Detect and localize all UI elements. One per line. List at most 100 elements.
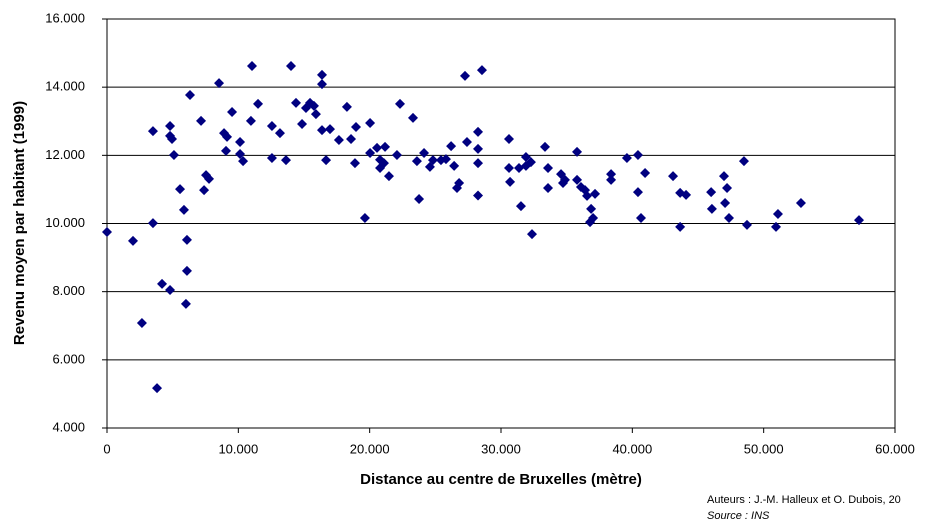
point xyxy=(325,124,336,135)
x-axis-title: Distance au centre de Bruxelles (mètre) xyxy=(360,471,642,488)
point xyxy=(505,176,516,187)
x-tick-label: 40.000 xyxy=(612,441,652,456)
point xyxy=(333,134,344,145)
point xyxy=(473,158,484,169)
point xyxy=(675,221,686,232)
point xyxy=(316,79,327,90)
y-tick-label: 8.000 xyxy=(52,283,85,298)
y-tick-label: 6.000 xyxy=(52,351,85,366)
point xyxy=(266,121,277,132)
x-tick-label: 20.000 xyxy=(350,441,390,456)
point xyxy=(185,90,196,101)
point xyxy=(543,183,554,194)
point xyxy=(723,213,734,224)
point xyxy=(854,215,865,226)
point xyxy=(245,115,256,126)
point xyxy=(214,78,225,89)
point xyxy=(446,141,457,152)
point xyxy=(460,70,471,81)
point xyxy=(316,69,327,80)
point xyxy=(365,147,376,158)
point xyxy=(706,203,717,214)
y-axis-title: Revenu moyen par habitant (1999) xyxy=(11,101,28,345)
point xyxy=(178,204,189,215)
point xyxy=(621,153,632,164)
point xyxy=(204,173,215,184)
point xyxy=(351,122,362,133)
point xyxy=(365,117,376,128)
point xyxy=(668,171,679,182)
point xyxy=(157,278,168,289)
point xyxy=(285,61,296,72)
point xyxy=(473,190,484,201)
x-tick-label: 10.000 xyxy=(218,441,258,456)
point xyxy=(227,107,238,118)
point xyxy=(454,177,465,188)
point xyxy=(473,126,484,137)
point xyxy=(525,157,536,168)
point xyxy=(281,155,292,166)
source-note: Source : INS xyxy=(707,510,770,522)
point xyxy=(246,61,257,72)
point xyxy=(504,133,515,144)
point xyxy=(632,149,643,160)
point xyxy=(136,318,147,329)
point xyxy=(321,155,332,166)
point xyxy=(606,169,617,180)
y-tick-label: 16.000 xyxy=(45,10,85,25)
point xyxy=(165,284,176,295)
point xyxy=(180,298,191,309)
point xyxy=(181,265,192,276)
point xyxy=(539,141,550,152)
point xyxy=(310,109,321,120)
point xyxy=(222,131,233,142)
y-tick-label: 10.000 xyxy=(45,215,85,230)
point xyxy=(419,147,430,158)
point xyxy=(199,185,210,196)
point xyxy=(449,160,460,171)
point xyxy=(346,133,357,144)
point xyxy=(720,198,731,209)
point xyxy=(476,65,487,76)
point xyxy=(408,112,419,123)
point xyxy=(102,227,112,238)
point xyxy=(152,383,163,394)
point xyxy=(719,171,730,182)
point xyxy=(165,121,176,132)
point xyxy=(391,149,402,160)
point xyxy=(572,146,583,157)
point xyxy=(559,174,570,185)
point xyxy=(128,235,139,246)
point xyxy=(380,141,391,152)
point xyxy=(235,137,246,148)
point xyxy=(588,213,599,224)
point xyxy=(290,97,301,108)
point xyxy=(220,145,231,156)
point xyxy=(582,190,593,201)
point xyxy=(383,171,394,182)
point xyxy=(253,98,264,109)
point xyxy=(196,115,207,126)
point xyxy=(473,143,484,154)
point xyxy=(526,229,537,240)
point xyxy=(297,118,308,129)
point xyxy=(440,154,451,165)
x-tick-label: 0 xyxy=(103,441,110,456)
point xyxy=(738,156,749,167)
point xyxy=(520,152,531,163)
point xyxy=(606,174,617,185)
point xyxy=(681,189,692,200)
point xyxy=(722,183,733,194)
x-tick-label: 30.000 xyxy=(481,441,521,456)
point xyxy=(235,148,246,159)
point xyxy=(572,174,583,185)
y-tick-label: 14.000 xyxy=(45,79,85,94)
point xyxy=(349,158,360,169)
point xyxy=(372,142,383,153)
point xyxy=(515,201,526,212)
point xyxy=(636,213,647,224)
point xyxy=(741,219,752,230)
point xyxy=(378,158,389,169)
point xyxy=(504,162,515,173)
